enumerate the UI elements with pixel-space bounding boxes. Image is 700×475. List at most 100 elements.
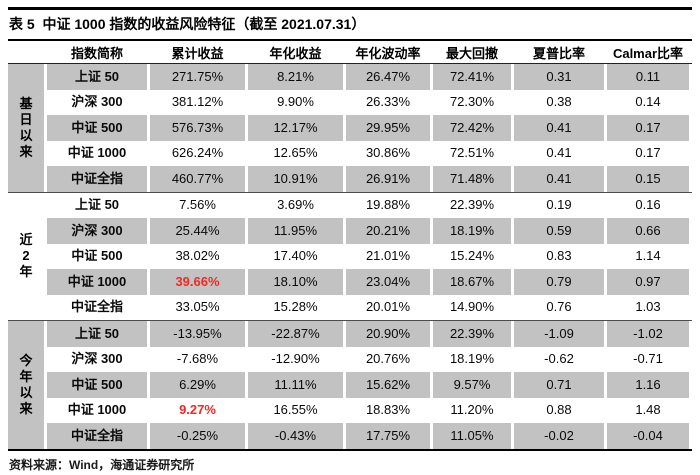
group-label: 今年以来 (8, 321, 44, 449)
row-group: 近 2 年 上证 50 7.56% 3.69% 19.88% 22.39% 0.19 0.16 沪深… (8, 191, 692, 321)
group-label-char: 今 (19, 352, 33, 368)
row-cell: -0.62 (544, 351, 574, 367)
row-cell: 26.91% (346, 166, 430, 192)
row-cell: 12.65% (273, 145, 318, 161)
row-cell: -13.95% (150, 321, 245, 347)
row-cell: 18.67% (433, 269, 511, 295)
row-index-name: 中证 500 (47, 115, 147, 141)
table-header-row: 指数简称 累计收益 年化收益 年化波动率 最大回撤 夏普比率 Calmar比率 (8, 41, 692, 63)
group-label-char: 年 (19, 368, 33, 384)
row-cell: 20.01% (365, 299, 411, 315)
row-cell: 11.05% (433, 423, 511, 449)
group-label-char: 基 (19, 95, 33, 111)
row-cell: 25.44% (150, 218, 245, 244)
row-cell: 6.29% (150, 372, 245, 398)
row-index-name: 中证全指 (70, 299, 123, 315)
row-cell: 72.30% (449, 94, 495, 110)
row-cell: 9.27% (179, 402, 216, 418)
row-cell: 1.16 (607, 372, 689, 398)
bottom-rule (8, 448, 692, 451)
row-cell: 1.48 (635, 402, 661, 418)
table-row: 沪深 300 25.44% 11.95% 20.21% 18.19% 0.59 0.66 (47, 218, 692, 244)
row-index-name: 中证 500 (47, 372, 147, 398)
table-row: 沪深 300 -7.68% -12.90% 20.76% 18.19% -0.62 -0.7… (47, 347, 692, 373)
group-label-char: 以 (19, 384, 33, 400)
row-cell: 20.90% (346, 321, 430, 347)
row-cell: 576.73% (150, 115, 245, 141)
row-index-name: 中证全指 (47, 423, 147, 449)
table-row: 上证 50 271.75% 8.21% 26.47% 72.41% 0.31 0.11 (47, 64, 692, 90)
row-cell: -0.71 (633, 351, 663, 367)
row-cell: 0.41 (546, 145, 572, 161)
row-cell: 18.19% (433, 218, 511, 244)
row-index-name: 中证 1000 (67, 145, 127, 161)
table-row: 上证 50 -13.95% -22.87% 20.90% 22.39% -1.09 -1.0… (47, 321, 692, 347)
row-cell: -1.09 (514, 321, 604, 347)
row-index-name: 中证 1000 (47, 269, 147, 295)
row-cell: 11.20% (450, 402, 494, 418)
top-rule (8, 7, 692, 10)
table-row: 中证 500 6.29% 11.11% 15.62% 9.57% 0.71 1.16 (47, 372, 692, 398)
group-rows: 上证 50 -13.95% -22.87% 20.90% 22.39% -1.09 -1.0… (47, 321, 692, 449)
row-cell: 30.86% (365, 145, 411, 161)
row-cell: 15.24% (449, 248, 495, 264)
row-cell: 0.14 (635, 94, 661, 110)
row-cell: 460.77% (150, 166, 245, 192)
column-header-max-drawdown: 最大回撤 (445, 45, 498, 61)
row-cell: 15.28% (273, 299, 318, 315)
row-group: 今年以来上证 50 -13.95% -22.87% 20.90% 22.39% -1.09… (8, 320, 692, 449)
row-cell: -22.87% (248, 321, 343, 347)
title-bottom-rule (8, 39, 692, 41)
row-index-name: 沪深 300 (47, 218, 147, 244)
row-cell: 16.55% (273, 402, 318, 418)
footer-source: 资料来源：Wind，海通证券研究所 (9, 457, 195, 472)
row-cell: 9.90% (277, 94, 314, 110)
row-cell: 0.19 (546, 197, 572, 213)
row-cell: 72.41% (433, 64, 511, 90)
row-cell: 22.39% (449, 197, 495, 213)
row-cell: 0.66 (607, 218, 689, 244)
row-cell: 0.88 (546, 402, 572, 418)
row-cell: 7.56% (179, 197, 216, 213)
group-rows: 上证 50 7.56% 3.69% 19.88% 22.39% 0.19 0.16 沪深 30… (47, 193, 692, 321)
row-index-name: 沪深 300 (71, 351, 123, 367)
table-row: 中证全指 -0.25% -0.43% 17.75% 11.05% -0.02 -0.04 (47, 423, 692, 449)
row-cell: 0.59 (514, 218, 604, 244)
table-row: 中证全指 460.77% 10.91% 26.91% 71.48% 0.41 0.15 (47, 166, 692, 192)
group-label: 基日以来 (8, 64, 44, 192)
row-cell: 20.21% (346, 218, 430, 244)
row-index-name: 上证 50 (47, 321, 147, 347)
row-cell: 0.38 (546, 94, 572, 110)
row-cell: 0.31 (514, 64, 604, 90)
table-title: 表 5 中证 1000 指数的收益风险特征（截至 2021.07.31） (9, 16, 366, 32)
row-cell: 18.19% (449, 351, 495, 367)
group-rows: 上证 50 271.75% 8.21% 26.47% 72.41% 0.31 0.11 沪深 … (47, 64, 692, 192)
row-cell: 0.11 (607, 64, 689, 90)
row-index-name: 中证全指 (47, 166, 147, 192)
row-cell: -0.43% (248, 423, 343, 449)
row-cell: -0.25% (150, 423, 245, 449)
group-label-char: 来 (19, 143, 33, 159)
table-row: 中证 1000 9.27% 16.55% 18.83% 11.20% 0.88 1.48 (47, 398, 692, 424)
row-cell: -7.68% (176, 351, 219, 367)
row-cell: 19.88% (365, 197, 411, 213)
column-header-sharpe: 夏普比率 (532, 45, 585, 61)
row-cell: 271.75% (150, 64, 245, 90)
column-header-index-name: 指数简称 (70, 45, 123, 61)
row-cell: 26.47% (346, 64, 430, 90)
row-cell: 71.48% (433, 166, 511, 192)
row-cell: 33.05% (175, 299, 220, 315)
row-cell: 12.17% (248, 115, 343, 141)
group-label-char: 日 (19, 111, 33, 127)
column-header-cum-return: 累计收益 (171, 45, 224, 61)
row-cell: 15.62% (346, 372, 430, 398)
row-cell: -0.02 (514, 423, 604, 449)
row-cell: 0.41 (514, 115, 604, 141)
table-row: 中证全指 33.05% 15.28% 20.01% 14.90% 0.76 1.03 (47, 295, 692, 321)
group-label-char: 年 (19, 264, 33, 280)
table-row: 中证 1000 39.66% 18.10% 23.04% 18.67% 0.79 0.97 (47, 269, 692, 295)
row-cell: 17.75% (346, 423, 430, 449)
column-header-calmar: Calmar比率 (612, 45, 684, 61)
row-cell: 0.76 (546, 299, 572, 315)
